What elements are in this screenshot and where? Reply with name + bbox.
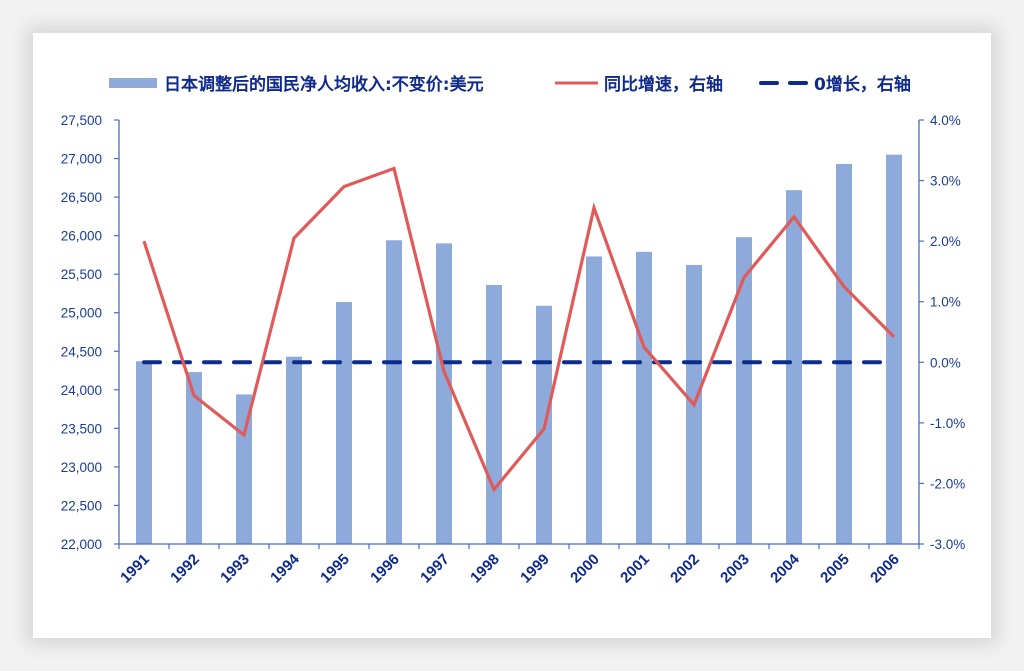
bar-1997: [436, 243, 452, 544]
legend-label-income: 日本调整后的国民净人均收入:不变价:美元: [164, 74, 484, 95]
right-tick-label: -1.0%: [930, 416, 965, 431]
x-tick-label: 2003: [717, 551, 753, 587]
left-tick-label: 23,500: [61, 421, 102, 436]
legend-label-growth: 同比增速，右轴: [604, 74, 723, 95]
bar-series: [136, 154, 902, 545]
x-tick-label: 1995: [317, 551, 353, 587]
left-tick-label: 27,500: [61, 113, 102, 128]
left-tick-label: 23,000: [61, 460, 102, 475]
x-tick-label: 2000: [567, 551, 603, 587]
x-tick-label: 1999: [517, 551, 553, 587]
left-tick-label: 22,500: [61, 498, 102, 513]
x-tick-label: 2001: [617, 551, 653, 587]
bar-1996: [386, 240, 402, 544]
right-tick-label: 2.0%: [930, 234, 961, 249]
x-tick-label: 2005: [817, 551, 853, 587]
bar-2005: [836, 163, 852, 544]
x-tick-label: 1992: [167, 551, 203, 587]
bar-1992: [186, 372, 202, 544]
left-tick-label: 26,000: [61, 229, 102, 244]
right-tick-label: 1.0%: [930, 295, 961, 310]
bar-1994: [286, 356, 302, 544]
bar-2004: [786, 190, 802, 545]
x-tick-label: 1994: [267, 550, 303, 586]
bar-1998: [486, 284, 502, 544]
right-tick-label: 0.0%: [930, 355, 961, 370]
axes: [114, 119, 924, 549]
left-tick-label: 25,500: [61, 267, 102, 282]
bar-2006: [886, 154, 902, 544]
legend-label-zero: 0增长，右轴: [814, 74, 911, 95]
bar-2001: [636, 251, 652, 545]
x-tick-label: 1991: [117, 551, 153, 587]
left-tick-label: 22,000: [61, 537, 102, 552]
bar-2003: [736, 237, 752, 545]
x-tick-label: 1996: [367, 551, 403, 587]
x-tick-label: 2004: [767, 550, 803, 586]
yoy-growth-polyline: [142, 166, 896, 493]
x-tick-label: 1997: [417, 551, 453, 587]
bar-1991: [136, 361, 152, 544]
left-tick-label: 26,500: [61, 190, 102, 205]
x-tick-label: 1993: [217, 551, 253, 587]
right-tick-label: -3.0%: [930, 537, 965, 552]
legend-bar-swatch: [109, 78, 157, 88]
bar-1995: [336, 301, 352, 544]
growth-line: [142, 166, 896, 493]
bar-2000: [586, 256, 602, 544]
left-tick-label: 27,000: [61, 152, 102, 167]
x-tick-label: 2006: [867, 551, 903, 587]
x-tick-label: 1998: [467, 551, 503, 587]
x-tick-label: 2002: [667, 551, 703, 587]
right-tick-label: 4.0%: [930, 113, 961, 128]
legend: 日本调整后的国民净人均收入:不变价:美元 同比增速，右轴 0增长，右轴: [109, 74, 911, 95]
left-tick-label: 24,000: [61, 383, 102, 398]
left-tick-label: 25,000: [61, 306, 102, 321]
right-tick-label: 3.0%: [930, 174, 961, 189]
left-tick-label: 24,500: [61, 344, 102, 359]
right-tick-label: -2.0%: [930, 476, 965, 491]
